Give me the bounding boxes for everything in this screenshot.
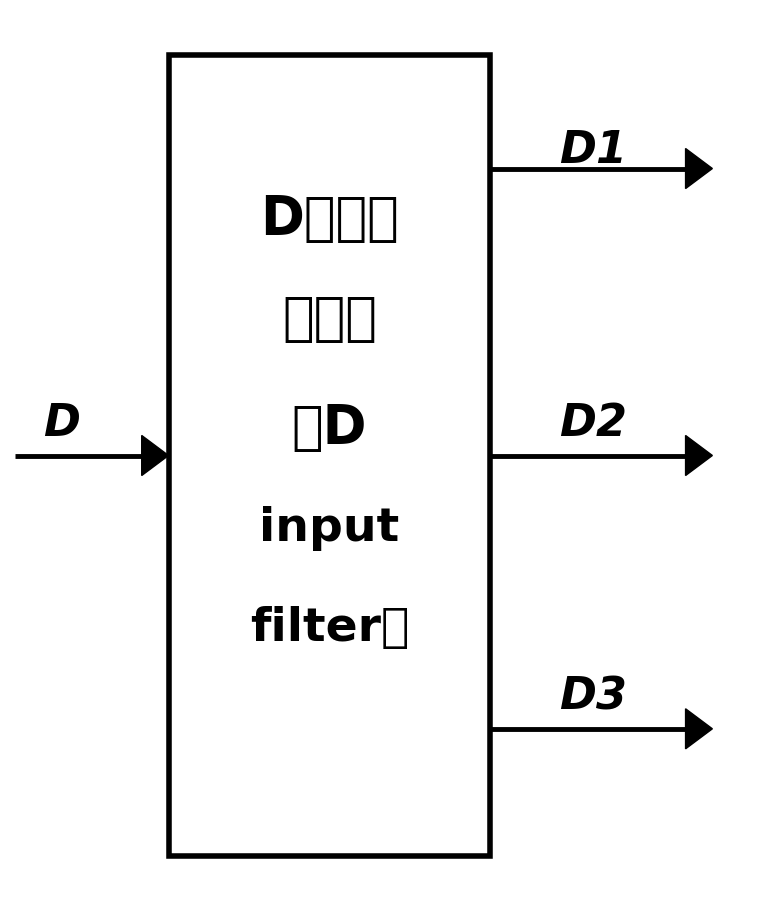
Text: D2: D2 — [559, 402, 627, 445]
Polygon shape — [686, 709, 712, 749]
Text: D3: D3 — [559, 675, 627, 719]
Polygon shape — [686, 148, 712, 189]
Text: D输入滤: D输入滤 — [260, 192, 399, 245]
Text: D1: D1 — [559, 128, 627, 172]
Bar — [169, 55, 490, 856]
Text: input: input — [259, 506, 400, 551]
Polygon shape — [686, 435, 712, 476]
Text: filter）: filter） — [250, 606, 409, 651]
Text: （D: （D — [292, 402, 367, 455]
Text: 波电路: 波电路 — [282, 292, 377, 345]
Polygon shape — [142, 435, 169, 476]
Text: D: D — [43, 402, 80, 445]
